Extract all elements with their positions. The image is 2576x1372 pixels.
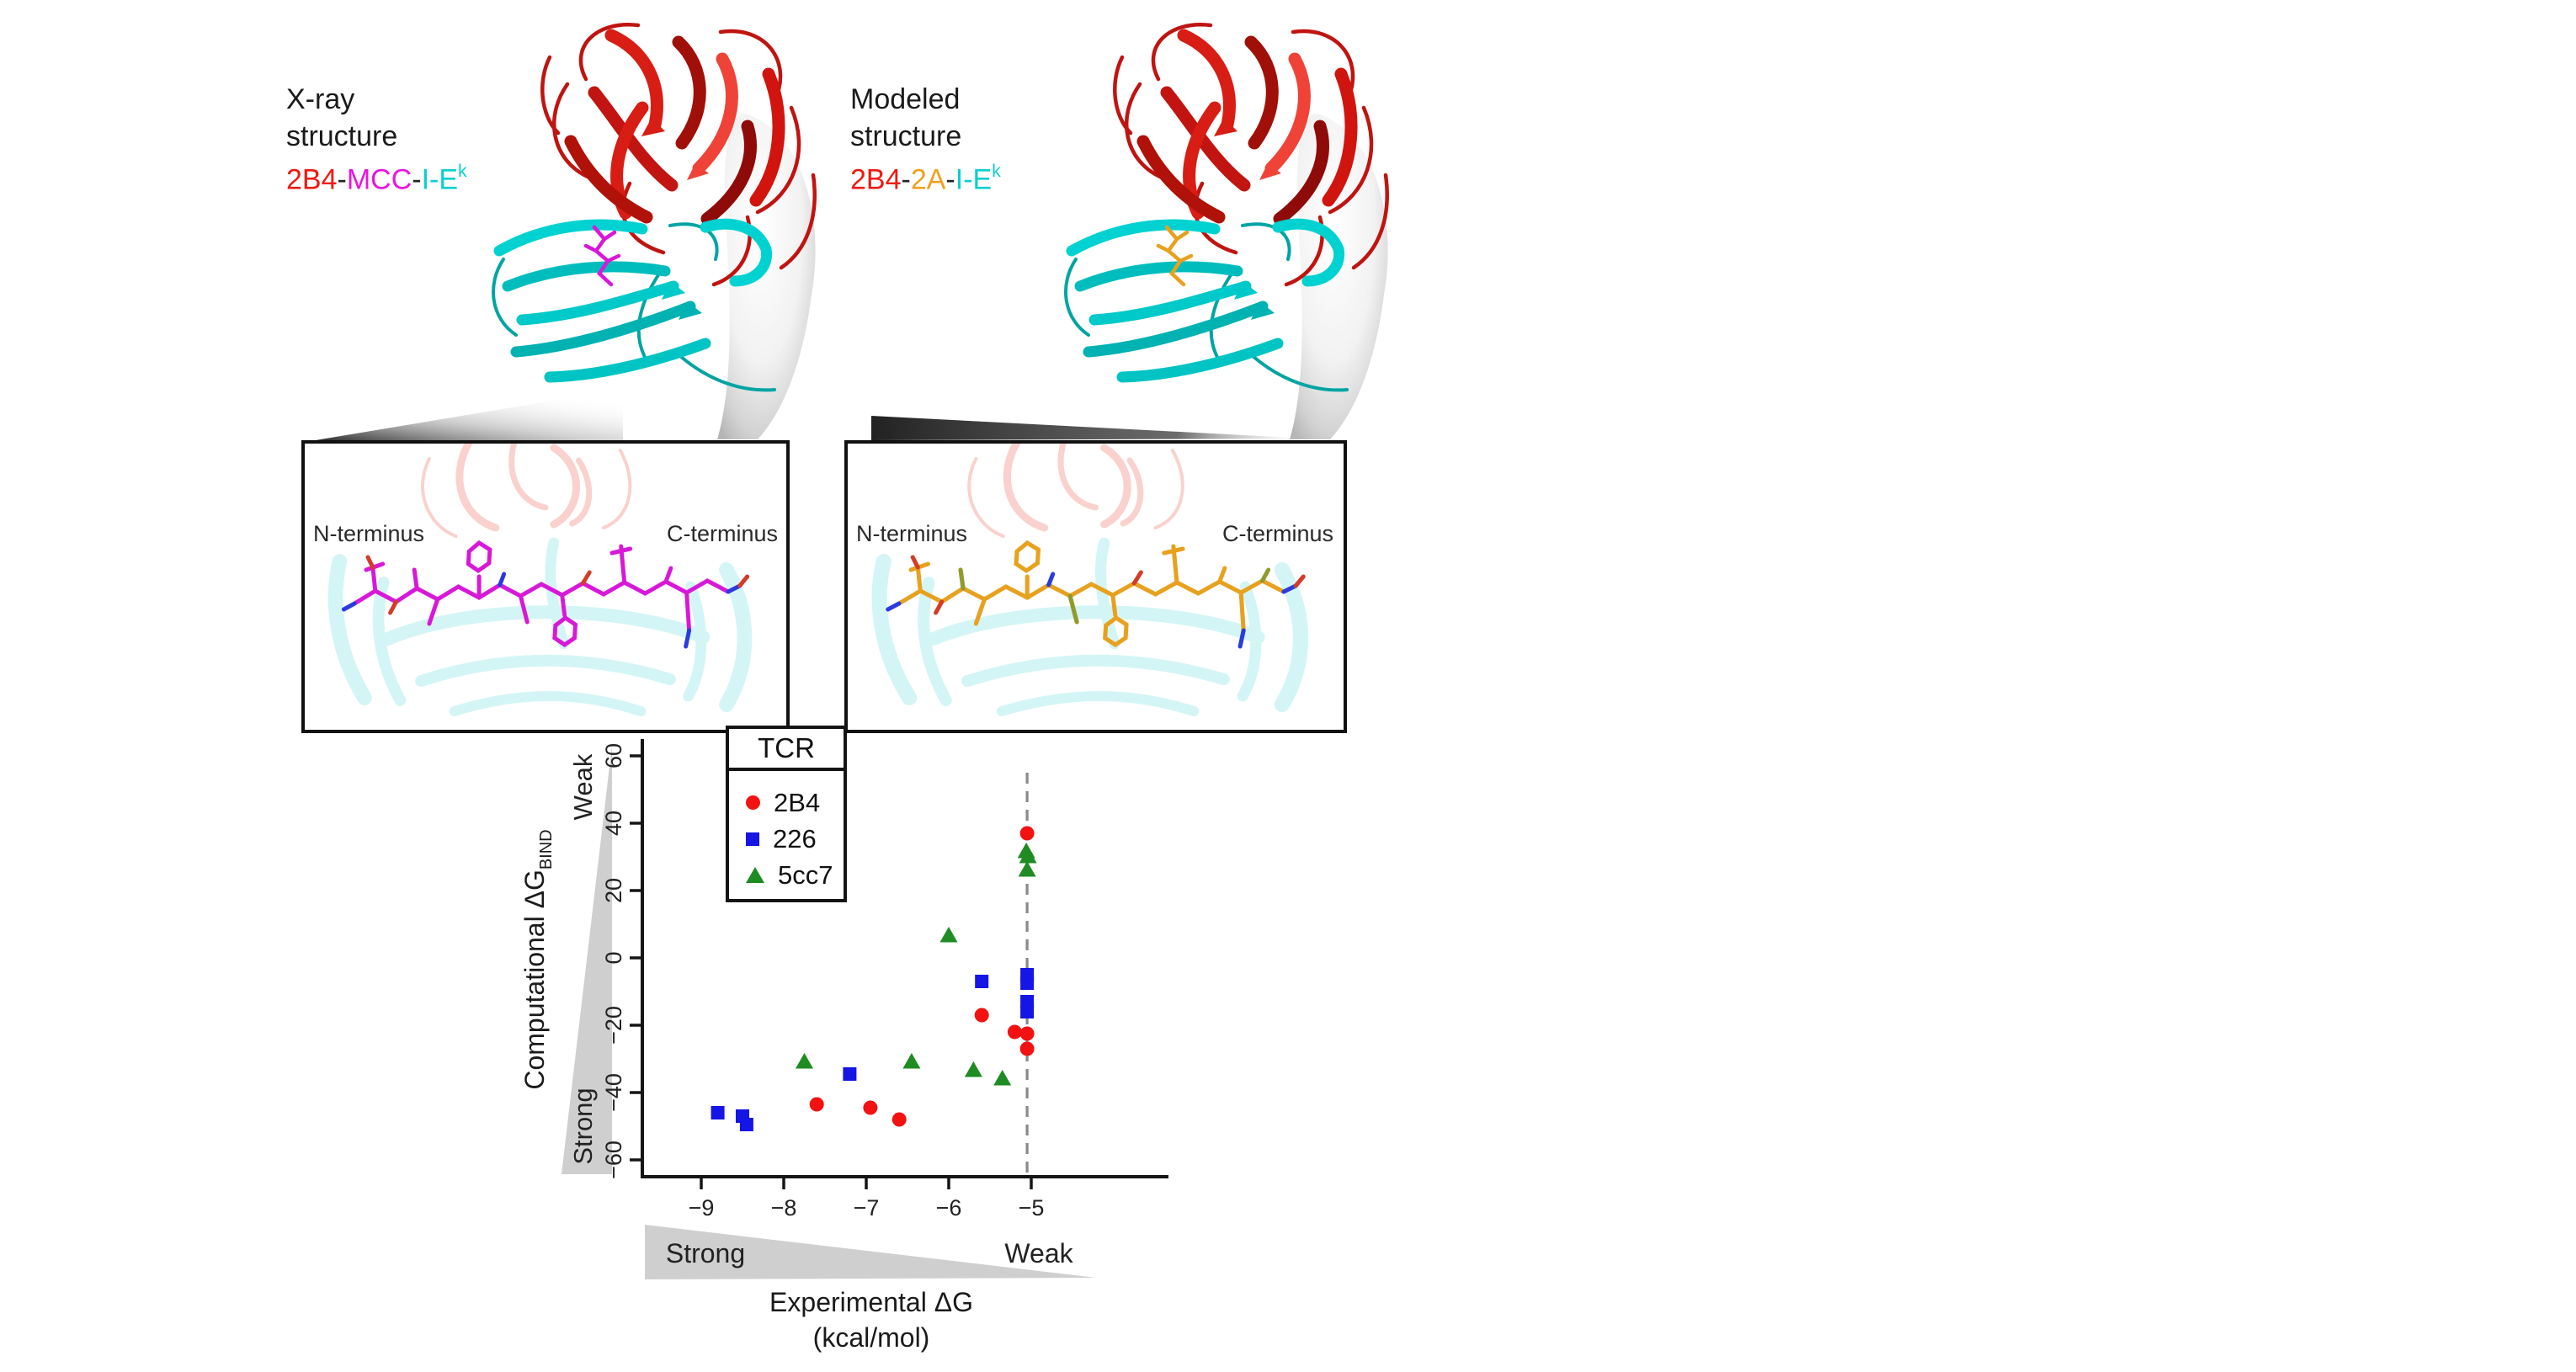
x-axis-title-line1: Experimental ΔG: [769, 1287, 973, 1317]
xray-inset-callout-shadow: [316, 389, 623, 440]
modeled-inset-olive-segments: [958, 567, 1271, 625]
legend-item-label: 5cc7: [778, 859, 833, 890]
x-tick-label: −7: [854, 1195, 880, 1220]
molecule-segment: -: [412, 163, 422, 196]
legend-item-2B4: 2B4: [746, 784, 844, 821]
data-point-5cc7: [796, 1053, 813, 1069]
y-axis-title-main: Computational ΔG: [519, 869, 550, 1090]
data-point-2B4: [1007, 1024, 1022, 1040]
data-point-2B4: [863, 1100, 878, 1115]
x-axis-strength-wedge: [645, 1225, 1096, 1279]
magnifier-callout-shape: [717, 114, 816, 439]
y-axis-strong-annotation: Strong: [568, 1087, 598, 1164]
y-tick-label: −20: [601, 1006, 626, 1045]
y-tick-label: 20: [601, 878, 626, 903]
scatter-plot: Weak Strong Computational ΔGBIND Strong …: [519, 739, 1168, 1353]
xray-inset-c-terminus-label: C-terminus: [666, 521, 778, 546]
data-point-layer: [711, 826, 1037, 1131]
molecule-segment: 2B4: [286, 163, 338, 196]
legend-circle-marker: [746, 795, 760, 810]
data-point-226: [1020, 1005, 1035, 1018]
data-point-5cc7: [964, 1061, 982, 1077]
data-point-226: [739, 1118, 753, 1131]
data-point-2B4: [1019, 826, 1035, 841]
xray-peptide-sticks: [583, 225, 621, 287]
modeled-inset-c-terminus-label: C-terminus: [1221, 521, 1333, 546]
molecule-segment: I-E: [955, 163, 993, 196]
panel-xray-title: X-ray structure 2B4-MCC-I-Ek: [286, 81, 467, 198]
molecule-segment: -: [945, 163, 955, 196]
modeled-inset-n-terminus-label: N-terminus: [856, 521, 968, 546]
panel-modeled-title-line1: Modeled: [850, 83, 961, 115]
x-tick-label: −5: [1019, 1195, 1045, 1220]
y-axis-title-subscript: BIND: [537, 829, 556, 869]
legend-item-5cc7: 5cc7: [746, 857, 844, 893]
molecule-segment: k: [992, 162, 1001, 181]
modeled-inset-box: N-terminus C-terminus: [844, 440, 1347, 733]
panel-modeled-molecule-label: 2B4-2A-I-Ek: [850, 155, 1001, 198]
data-point-226: [711, 1106, 725, 1119]
x-tick-label: −8: [771, 1195, 797, 1220]
data-point-226: [975, 975, 989, 988]
x-axis-title-line2: (kcal/mol): [813, 1322, 930, 1353]
panel-xray-title-line1: X-ray: [286, 83, 355, 115]
molecule-segment: 2B4: [850, 163, 902, 196]
molecule-segment: -: [901, 163, 911, 196]
magnifier-callout-shape: [1290, 114, 1388, 439]
data-point-2B4: [809, 1097, 824, 1112]
xray-structure-image: [470, 7, 840, 439]
data-point-5cc7: [993, 1070, 1012, 1086]
y-tick-label: 60: [601, 743, 626, 768]
data-point-5cc7: [1018, 861, 1036, 877]
axes-lines: [641, 739, 1168, 1178]
legend-square-marker: [746, 832, 759, 846]
panel-modeled-title-line2: structure: [850, 120, 962, 152]
x-axis-strong-annotation: Strong: [666, 1238, 745, 1268]
data-point-5cc7: [1019, 848, 1037, 864]
x-tick-label: −9: [689, 1195, 715, 1220]
y-tick-label: −40: [601, 1073, 626, 1112]
legend-triangle-marker: [746, 867, 764, 883]
legend-item-226: 226: [746, 821, 844, 857]
xray-inset-n-terminus-label: N-terminus: [313, 521, 425, 546]
y-axis-weak-annotation: Weak: [568, 753, 598, 820]
xray-inset-image: [305, 444, 786, 730]
modeled-inset-callout-shadow: [871, 416, 1309, 440]
modeled-structure-image: [1042, 7, 1413, 439]
modeled-peptide-sticks: [1156, 225, 1194, 287]
legend-title: TCR: [729, 729, 844, 771]
xray-inset-box: N-terminus C-terminus: [301, 440, 790, 733]
legend-item-label: 226: [773, 823, 817, 854]
plot-legend: TCR 2B4 226 5cc7: [726, 726, 847, 902]
molecule-segment: -: [337, 163, 347, 196]
molecule-segment: k: [458, 162, 467, 181]
data-point-5cc7: [902, 1053, 921, 1069]
x-tick-label: −6: [936, 1195, 962, 1220]
y-tick-label: −60: [601, 1141, 626, 1179]
data-point-226: [1020, 976, 1035, 990]
y-tick-label: 0: [601, 951, 626, 964]
data-point-2B4: [974, 1008, 989, 1023]
molecule-segment: 2A: [910, 163, 946, 196]
x-axis-weak-annotation: Weak: [1004, 1238, 1073, 1268]
data-point-5cc7: [939, 927, 958, 943]
y-axis-title: Computational ΔGBIND: [519, 829, 556, 1089]
panel-xray-title-line2: structure: [286, 120, 398, 152]
legend-rows: 2B4 226 5cc7: [729, 771, 844, 893]
data-point-2B4: [891, 1112, 907, 1127]
data-point-2B4: [1019, 1041, 1035, 1056]
modeled-inset-image: [848, 444, 1344, 730]
legend-item-label: 2B4: [774, 787, 821, 817]
panel-modeled-title: Modeled structure 2B4-2A-I-Ek: [850, 81, 1001, 198]
y-axis-strength-wedge: [562, 745, 612, 1174]
y-tick-label: 40: [601, 811, 626, 836]
molecule-segment: MCC: [346, 163, 412, 196]
data-point-2B4: [1019, 1026, 1035, 1041]
panel-xray-molecule-label: 2B4-MCC-I-Ek: [286, 155, 467, 198]
tick-layer: −9 −8 −7 −6 −5 60 40 20 0 −20 −40 −60: [601, 743, 1044, 1220]
molecule-segment: I-E: [421, 163, 459, 196]
data-point-226: [843, 1067, 857, 1081]
